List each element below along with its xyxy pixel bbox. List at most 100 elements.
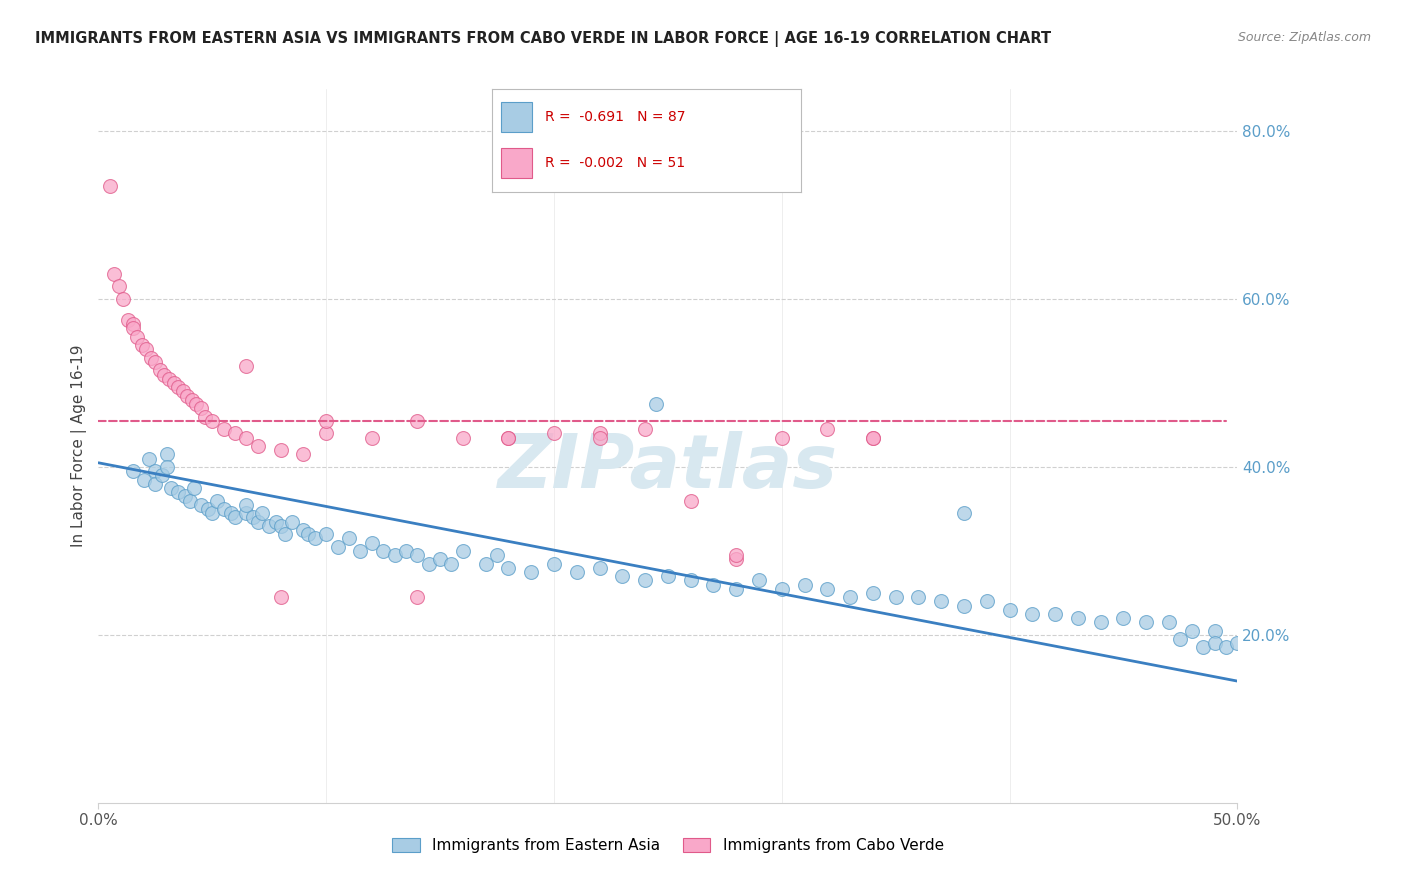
Point [264, 515, 287, 529]
Point [770, 431, 793, 445]
Point [194, 409, 217, 424]
Point [588, 560, 610, 574]
Point [520, 565, 543, 579]
Point [770, 582, 793, 596]
Point [183, 481, 205, 495]
Point [190, 498, 212, 512]
Point [212, 502, 235, 516]
Point [1157, 615, 1180, 630]
Point [270, 518, 292, 533]
Point [645, 397, 668, 411]
Point [315, 426, 337, 441]
Point [224, 426, 246, 441]
Point [679, 493, 702, 508]
Point [998, 603, 1021, 617]
Point [976, 594, 998, 608]
Point [1215, 640, 1237, 655]
Point [201, 414, 224, 428]
Point [1090, 615, 1112, 630]
Point [360, 431, 382, 445]
Bar [502, 102, 533, 132]
Point [242, 510, 264, 524]
Point [157, 372, 180, 386]
Point [418, 557, 440, 571]
Point [440, 557, 463, 571]
Point [219, 506, 242, 520]
Point [1204, 624, 1226, 638]
Point [186, 397, 208, 411]
Point [190, 401, 212, 416]
Point [498, 431, 520, 445]
Point [156, 460, 179, 475]
Point [612, 569, 634, 583]
Point [160, 481, 183, 495]
Point [304, 532, 326, 546]
Point [451, 544, 474, 558]
Legend: Immigrants from Eastern Asia, Immigrants from Cabo Verde: Immigrants from Eastern Asia, Immigrants… [385, 832, 950, 859]
Point [297, 527, 319, 541]
Point [839, 590, 862, 604]
Point [172, 384, 194, 399]
Point [212, 422, 235, 436]
Point [1021, 607, 1043, 621]
Point [474, 557, 496, 571]
Point [657, 569, 679, 583]
Point [112, 292, 135, 306]
Point [748, 574, 770, 588]
Point [108, 279, 131, 293]
Point [121, 321, 143, 335]
Point [153, 368, 176, 382]
Point [281, 515, 304, 529]
Point [395, 544, 418, 558]
Point [907, 590, 929, 604]
Point [138, 451, 160, 466]
Point [270, 590, 292, 604]
Point [486, 548, 509, 562]
Point [1135, 615, 1157, 630]
Point [103, 267, 125, 281]
Point [815, 422, 838, 436]
Point [337, 532, 360, 546]
Point [543, 426, 565, 441]
Point [929, 594, 952, 608]
Point [176, 389, 198, 403]
Point [135, 343, 157, 357]
Point [1226, 636, 1249, 650]
Point [406, 590, 429, 604]
Point [862, 586, 884, 600]
Point [224, 510, 246, 524]
Point [429, 552, 451, 566]
Point [725, 548, 748, 562]
Point [884, 590, 907, 604]
Point [235, 498, 257, 512]
Point [1067, 611, 1090, 625]
Point [543, 557, 565, 571]
Point [98, 178, 121, 193]
Point [292, 447, 315, 461]
Point [139, 351, 162, 365]
Point [174, 489, 197, 503]
Point [149, 363, 172, 377]
Point [132, 473, 155, 487]
Point [131, 338, 153, 352]
Point [1112, 611, 1135, 625]
Point [145, 355, 167, 369]
Point [246, 515, 269, 529]
Point [793, 577, 815, 591]
Point [498, 431, 520, 445]
Point [326, 540, 349, 554]
Point [953, 599, 976, 613]
Point [1204, 636, 1226, 650]
Point [679, 574, 702, 588]
Point [121, 464, 143, 478]
Point [235, 359, 257, 374]
Point [167, 380, 190, 394]
Point [702, 577, 724, 591]
Point [1170, 632, 1192, 646]
Point [360, 535, 382, 549]
Point [498, 560, 520, 574]
Bar [502, 148, 533, 178]
Point [315, 527, 337, 541]
Point [150, 468, 173, 483]
Point [725, 552, 748, 566]
